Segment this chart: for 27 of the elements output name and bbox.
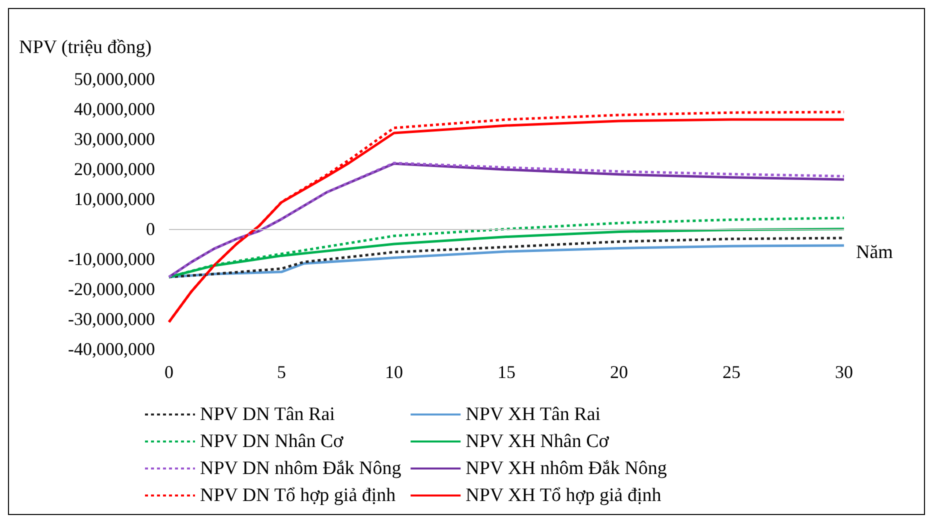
y-tick-label: 10,000,000: [74, 189, 155, 209]
x-tick-label: 30: [835, 362, 853, 382]
y-tick-label: -10,000,000: [68, 249, 155, 269]
y-tick-label: 50,000,000: [74, 69, 155, 89]
y-tick-label: 40,000,000: [74, 99, 155, 119]
y-tick-label: -40,000,000: [68, 339, 155, 359]
legend-label: NPV DN Tổ hợp giả định: [200, 485, 396, 506]
legend-label: NPV DN Tân Rai: [200, 404, 335, 425]
legend-label: NPV XH Tân Rai: [466, 404, 601, 425]
y-tick-label: -20,000,000: [68, 279, 155, 299]
x-tick-label: 20: [610, 362, 628, 382]
y-axis-title: NPV (triệu đồng): [19, 37, 152, 58]
x-tick-label: 15: [498, 362, 516, 382]
legend-label: NPV DN Nhân Cơ: [200, 431, 344, 452]
x-tick-label: 0: [164, 362, 174, 382]
x-axis-title: Năm: [856, 242, 894, 263]
legend-label: NPV XH nhôm Đắk Nông: [466, 458, 668, 479]
x-tick-label: 5: [277, 362, 286, 382]
y-tick-label: -30,000,000: [68, 309, 155, 329]
legend-label: NPV DN nhôm Đắk Nông: [200, 458, 402, 479]
x-tick-label: 10: [385, 362, 403, 382]
y-tick-label: 20,000,000: [74, 159, 155, 179]
legend-label: NPV XH Tổ hợp giả định: [466, 485, 662, 506]
legend-label: NPV XH Nhân Cơ: [466, 431, 610, 452]
y-tick-label: 30,000,000: [74, 129, 155, 149]
y-tick-label: 0: [146, 219, 155, 239]
x-tick-label: 25: [722, 362, 740, 382]
